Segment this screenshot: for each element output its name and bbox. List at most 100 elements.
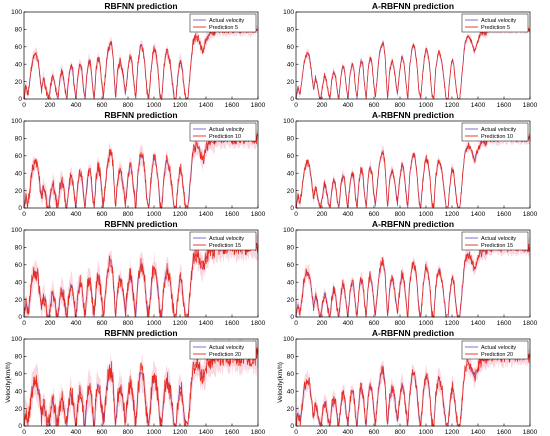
y-tick-label: 40 bbox=[15, 279, 23, 286]
y-tick-label: 20 bbox=[287, 406, 295, 413]
chart-title: RBFNN prediction bbox=[104, 1, 177, 11]
y-tick-label: 60 bbox=[15, 262, 23, 269]
x-tick-label: 0 bbox=[22, 102, 26, 109]
chart-title: A-RBFNN prediction bbox=[372, 1, 454, 11]
x-tick-label: 800 bbox=[395, 320, 406, 327]
x-tick-label: 1600 bbox=[225, 211, 240, 218]
y-tick-label: 40 bbox=[287, 279, 295, 286]
y-tick-label: 40 bbox=[287, 388, 295, 395]
y-tick-label: 100 bbox=[283, 118, 294, 125]
x-tick-label: 1000 bbox=[419, 102, 434, 109]
x-tick-label: 1200 bbox=[445, 429, 460, 436]
x-tick-label: 1600 bbox=[497, 320, 512, 327]
x-tick-label: 1600 bbox=[497, 429, 512, 436]
y-tick-label: 0 bbox=[290, 423, 294, 430]
x-tick-label: 0 bbox=[22, 320, 26, 327]
chart-title: RBFNN prediction bbox=[104, 328, 177, 338]
axes-frame bbox=[23, 338, 259, 427]
x-tick-label: 1800 bbox=[523, 211, 538, 218]
x-tick-label: 200 bbox=[317, 320, 328, 327]
y-tick-label: 100 bbox=[11, 336, 22, 343]
legend-label: Actual velocity bbox=[481, 236, 516, 242]
x-tick-label: 800 bbox=[395, 211, 406, 218]
legend-box bbox=[189, 13, 257, 33]
y-tick-label: 60 bbox=[287, 262, 295, 269]
y-tick-label: 100 bbox=[11, 118, 22, 125]
x-tick-label: 1400 bbox=[471, 320, 486, 327]
y-tick-label: 80 bbox=[15, 27, 23, 34]
chart-title: A-RBFNN prediction bbox=[372, 219, 454, 229]
y-axis-label: Velocity(km/h) bbox=[5, 362, 12, 403]
legend-box bbox=[189, 122, 257, 142]
x-tick-label: 1600 bbox=[497, 102, 512, 109]
x-tick-label: 1600 bbox=[225, 429, 240, 436]
y-tick-label: 100 bbox=[11, 9, 22, 16]
x-tick-label: 200 bbox=[45, 320, 56, 327]
x-tick-label: 200 bbox=[45, 102, 56, 109]
legend-label: Prediction 5 bbox=[209, 25, 238, 31]
legend-label: Actual velocity bbox=[209, 127, 244, 133]
x-tick-label: 600 bbox=[369, 211, 380, 218]
y-tick-label: 80 bbox=[15, 245, 23, 252]
x-tick-label: 1400 bbox=[199, 320, 214, 327]
x-tick-label: 1200 bbox=[173, 102, 188, 109]
y-tick-label: 40 bbox=[287, 170, 295, 177]
x-tick-label: 400 bbox=[343, 429, 354, 436]
legend-label: Actual velocity bbox=[481, 345, 516, 351]
legend-label: Prediction 20 bbox=[209, 352, 241, 358]
x-tick-label: 1000 bbox=[419, 429, 434, 436]
axes-frame bbox=[295, 120, 531, 209]
series-prediction bbox=[295, 25, 531, 100]
x-tick-label: 400 bbox=[343, 211, 354, 218]
x-tick-label: 200 bbox=[45, 429, 56, 436]
y-tick-label: 40 bbox=[15, 61, 23, 68]
x-tick-label: 400 bbox=[71, 102, 82, 109]
x-tick-label: 1400 bbox=[199, 429, 214, 436]
x-tick-label: 800 bbox=[123, 320, 134, 327]
y-tick-label: 0 bbox=[290, 205, 294, 212]
y-tick-label: 80 bbox=[287, 245, 295, 252]
x-tick-label: 600 bbox=[97, 429, 108, 436]
x-tick-label: 1200 bbox=[173, 211, 188, 218]
y-tick-label: 0 bbox=[18, 423, 22, 430]
x-tick-label: 1000 bbox=[147, 102, 162, 109]
x-tick-label: 1400 bbox=[471, 429, 486, 436]
y-axis-label: Velocity(km/h) bbox=[277, 362, 284, 403]
x-tick-label: 1400 bbox=[471, 102, 486, 109]
y-tick-label: 60 bbox=[15, 153, 23, 160]
x-tick-label: 1800 bbox=[251, 320, 266, 327]
series-prediction bbox=[295, 133, 531, 210]
x-tick-label: 1800 bbox=[251, 102, 266, 109]
y-tick-label: 20 bbox=[287, 297, 295, 304]
x-tick-label: 0 bbox=[22, 211, 26, 218]
x-tick-label: 0 bbox=[22, 429, 26, 436]
x-tick-label: 1200 bbox=[173, 429, 188, 436]
x-tick-label: 400 bbox=[71, 211, 82, 218]
x-tick-label: 1200 bbox=[173, 320, 188, 327]
x-tick-label: 1200 bbox=[445, 102, 460, 109]
y-tick-label: 80 bbox=[287, 136, 295, 143]
axes-frame bbox=[295, 229, 531, 318]
x-tick-label: 1600 bbox=[225, 102, 240, 109]
x-tick-label: 800 bbox=[123, 211, 134, 218]
x-tick-label: 200 bbox=[317, 429, 328, 436]
y-tick-label: 60 bbox=[15, 371, 23, 378]
legend-label: Prediction 20 bbox=[481, 352, 513, 358]
y-tick-label: 60 bbox=[287, 153, 295, 160]
x-tick-label: 1800 bbox=[523, 102, 538, 109]
x-tick-label: 200 bbox=[317, 211, 328, 218]
x-tick-label: 600 bbox=[369, 102, 380, 109]
x-tick-label: 800 bbox=[395, 102, 406, 109]
x-tick-label: 400 bbox=[71, 429, 82, 436]
